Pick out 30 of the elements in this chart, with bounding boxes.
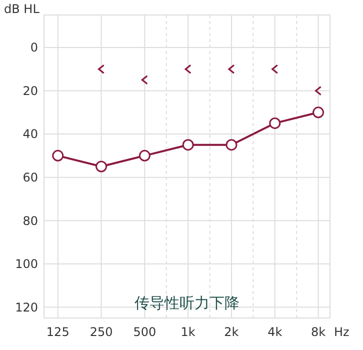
y-tick-label: 0 [30, 40, 38, 55]
point [226, 139, 238, 151]
point [272, 64, 278, 74]
y-tick-label: 100 [15, 257, 38, 272]
x-tick-label: 4k [268, 325, 282, 339]
point [52, 150, 64, 162]
point [314, 86, 322, 96]
x-tick-label: 8k [310, 325, 326, 339]
x-tick-label: 500 [133, 325, 156, 339]
point [96, 160, 108, 172]
y-axis-title: dB HL [4, 2, 40, 16]
point [269, 117, 281, 129]
x-axis-title: Hz [334, 325, 350, 339]
y-tick-label: 120 [15, 300, 38, 314]
x-tick-label: 2k [224, 325, 239, 339]
y-tick-label: 20 [22, 84, 38, 98]
y-tick-label: 60 [22, 170, 38, 185]
x-tick-label: 250 [90, 325, 113, 339]
point [228, 64, 235, 74]
point [138, 150, 150, 162]
annotation: 传导性听力下降 [134, 294, 240, 312]
x-tick-label: 125 [46, 325, 70, 339]
point [182, 139, 194, 151]
x-tick-label: 1k [180, 325, 196, 339]
y-tick-label: 80 [22, 214, 38, 228]
point [141, 75, 148, 85]
point [312, 106, 324, 118]
point [184, 64, 192, 74]
y-tick-label: 40 [22, 127, 38, 142]
point [98, 64, 105, 74]
